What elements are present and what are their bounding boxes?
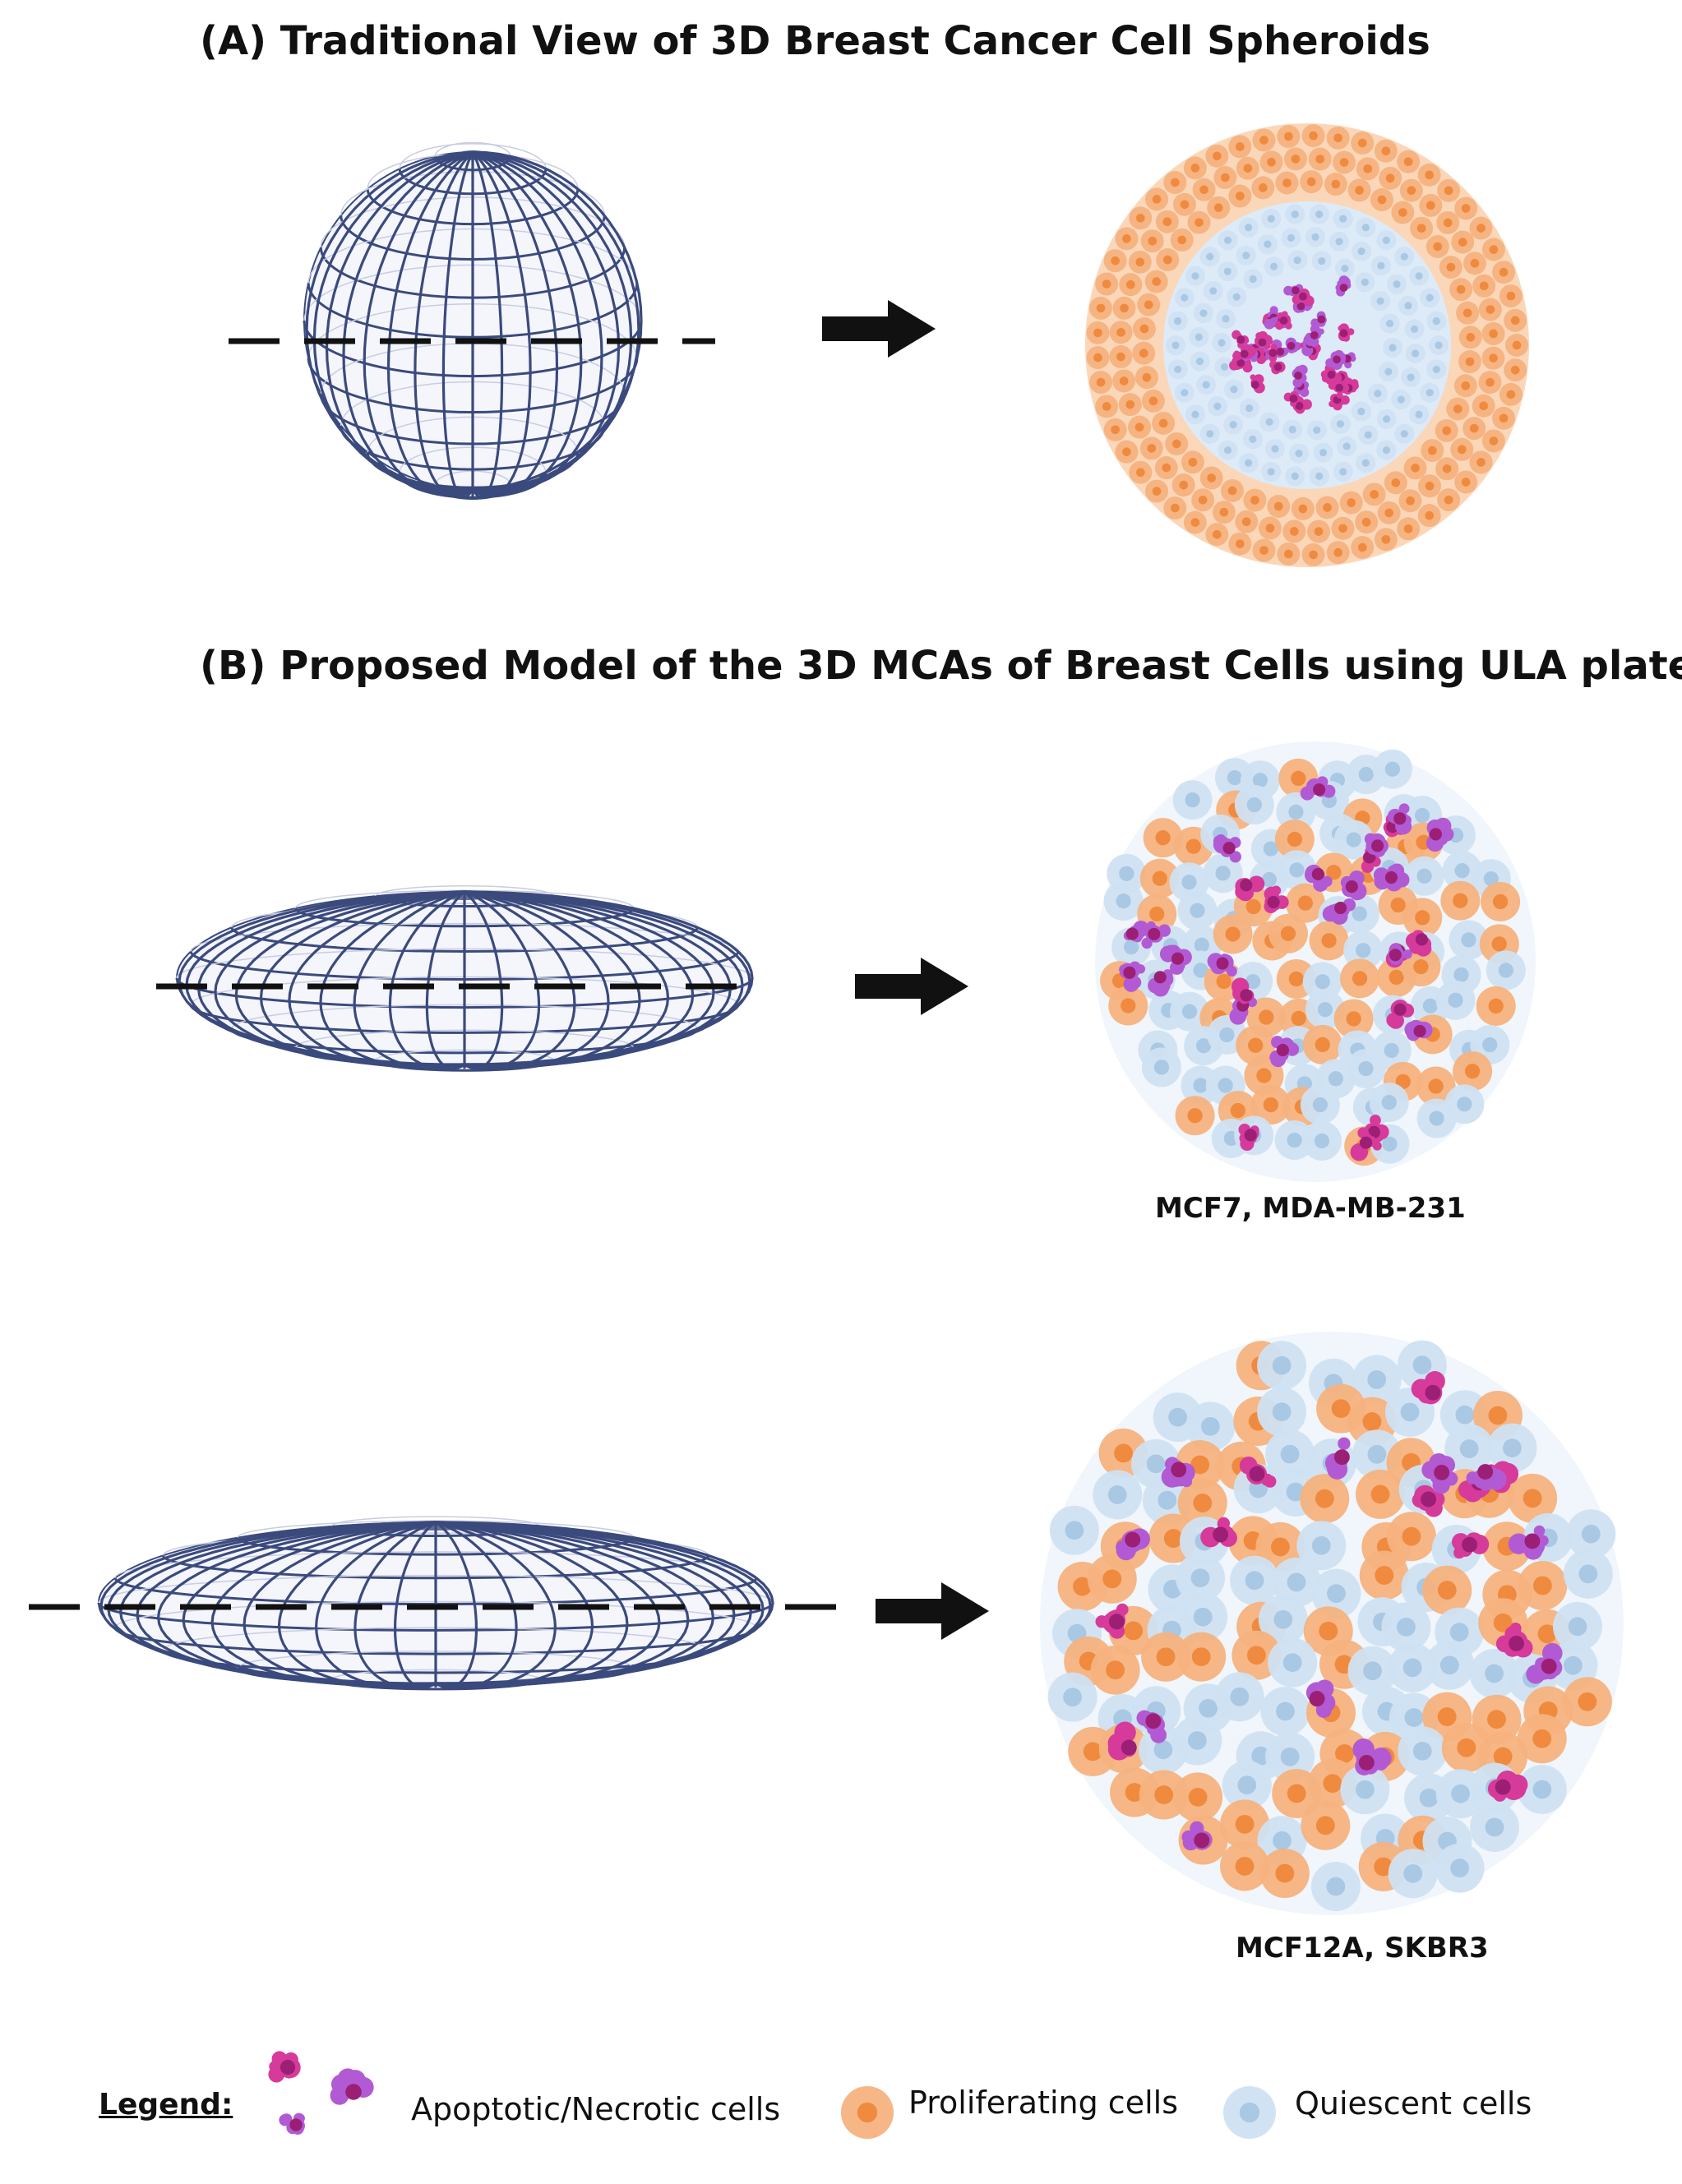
panel-a-title: (A) Traditional View of 3D Breast Cancer… — [200, 18, 1430, 64]
quiescent-cell-icon — [1223, 2086, 1276, 2139]
wireframe-grid — [175, 885, 754, 1072]
panel-b-title: (B) Proposed Model of the 3D MCAs of Bre… — [200, 643, 1682, 689]
legend-item-proliferating: Proliferating cells — [908, 2085, 1178, 2121]
model-1-caption: MCF7, MDA-MB-231 — [1155, 1192, 1466, 1225]
wireframe-grid — [303, 141, 643, 500]
right-arrow-icon — [876, 1582, 989, 1640]
apoptotic-cell-icon — [268, 2051, 374, 2135]
proliferating-cell-icon — [841, 2086, 894, 2139]
right-arrow-icon — [822, 300, 936, 358]
legend-item-quiescent: Quiescent cells — [1295, 2085, 1532, 2122]
flat-spheroid-wireframe-icon — [29, 1516, 855, 1691]
model-2-caption: MCF12A, SKBR3 — [1236, 1932, 1489, 1965]
oblate-spheroid-wireframe-icon — [156, 885, 754, 1072]
legend-title: Legend: — [99, 2088, 233, 2122]
legend-item-apoptotic: Apoptotic/Necrotic cells — [411, 2091, 781, 2127]
wireframe-grid — [97, 1516, 774, 1691]
right-arrow-icon — [855, 958, 968, 1015]
spheroid-layered-icon — [1085, 123, 1529, 567]
mca-cross-section-icon — [1040, 1332, 1624, 1915]
mca-cross-section-icon — [1095, 741, 1536, 1182]
sphere-wireframe-icon — [229, 141, 715, 500]
